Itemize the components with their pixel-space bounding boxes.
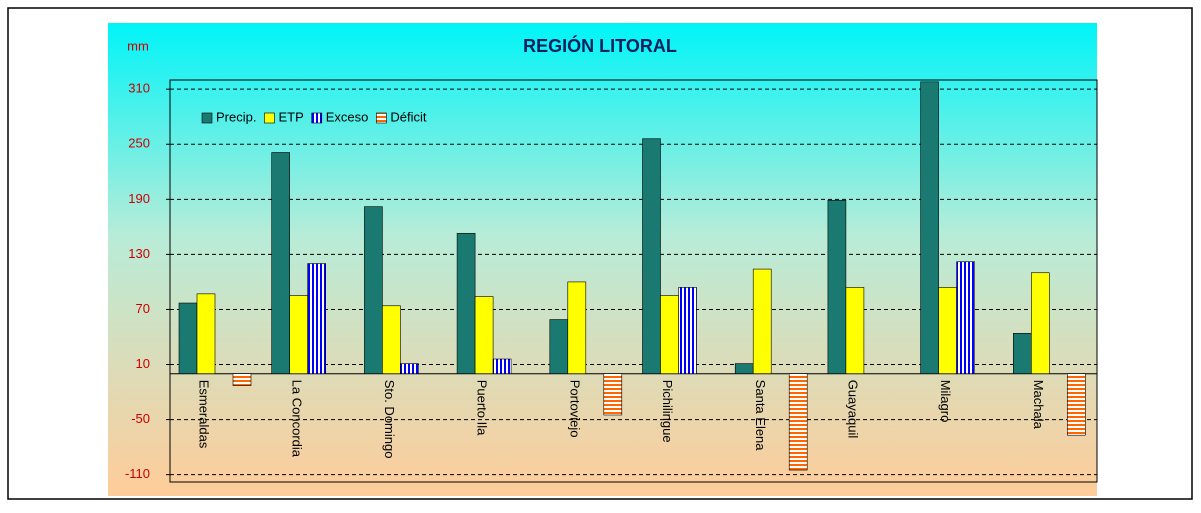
bar — [938, 287, 957, 374]
bar — [1067, 373, 1086, 436]
bar — [196, 293, 216, 374]
y-tick-label: 250 — [128, 136, 150, 151]
bar — [660, 295, 679, 374]
bar — [492, 358, 512, 374]
chart-title: REGIÓN LITORAL — [523, 35, 677, 56]
bar — [232, 373, 252, 386]
y-tick-label: -50 — [131, 411, 150, 426]
x-tick-label: La Concordia — [289, 380, 304, 458]
bar — [734, 363, 754, 374]
y-tick-label: 130 — [128, 246, 150, 261]
bar — [289, 295, 309, 374]
bar — [603, 373, 623, 416]
bar — [271, 152, 291, 374]
x-tick-label: Guayaquil — [845, 380, 860, 439]
legend-swatch — [201, 112, 213, 124]
x-tick-label: Portoviejo — [567, 380, 582, 438]
y-tick-label: 310 — [128, 81, 150, 96]
bar — [400, 363, 419, 374]
bar — [1031, 272, 1050, 374]
legend-label: Exceso — [326, 109, 369, 124]
y-tick-label: 10 — [136, 356, 150, 371]
plot-area — [169, 79, 1098, 483]
bar — [456, 232, 476, 374]
x-tick-label: Sto. Domingo — [382, 380, 397, 459]
legend-label: Déficit — [390, 109, 427, 124]
x-tick-label: Pichilingue — [660, 380, 675, 443]
bar — [474, 296, 494, 374]
bar — [788, 373, 808, 471]
bar — [642, 138, 661, 374]
bar — [382, 305, 401, 374]
bar — [920, 81, 939, 374]
chart-background — [108, 23, 1097, 496]
y-axis-label: mm — [127, 38, 149, 53]
x-tick-label: Milagro — [938, 380, 953, 423]
x-tick-label: Puerto Ila — [475, 380, 490, 436]
bar — [364, 206, 383, 374]
y-tick-label: -110 — [125, 466, 150, 481]
bar — [827, 199, 847, 374]
y-tick-label: 190 — [128, 191, 150, 206]
x-tick-label: Santa Elena — [753, 380, 768, 452]
x-tick-label: Esmeraldas — [197, 380, 212, 449]
bar — [678, 287, 697, 374]
legend-swatch — [311, 112, 323, 124]
bar — [549, 319, 569, 374]
y-tick-label: 70 — [136, 301, 150, 316]
bar — [567, 281, 587, 374]
bar — [178, 302, 198, 374]
x-tick-label: Machala — [1031, 380, 1046, 430]
bar — [752, 268, 772, 374]
bar — [956, 261, 975, 374]
bar — [307, 263, 327, 374]
legend-label: ETP — [278, 109, 303, 124]
bar — [845, 287, 865, 374]
legend-label: Precip. — [216, 109, 256, 124]
legend-swatch — [376, 112, 387, 124]
bar — [1012, 333, 1032, 374]
legend-swatch — [264, 112, 275, 124]
